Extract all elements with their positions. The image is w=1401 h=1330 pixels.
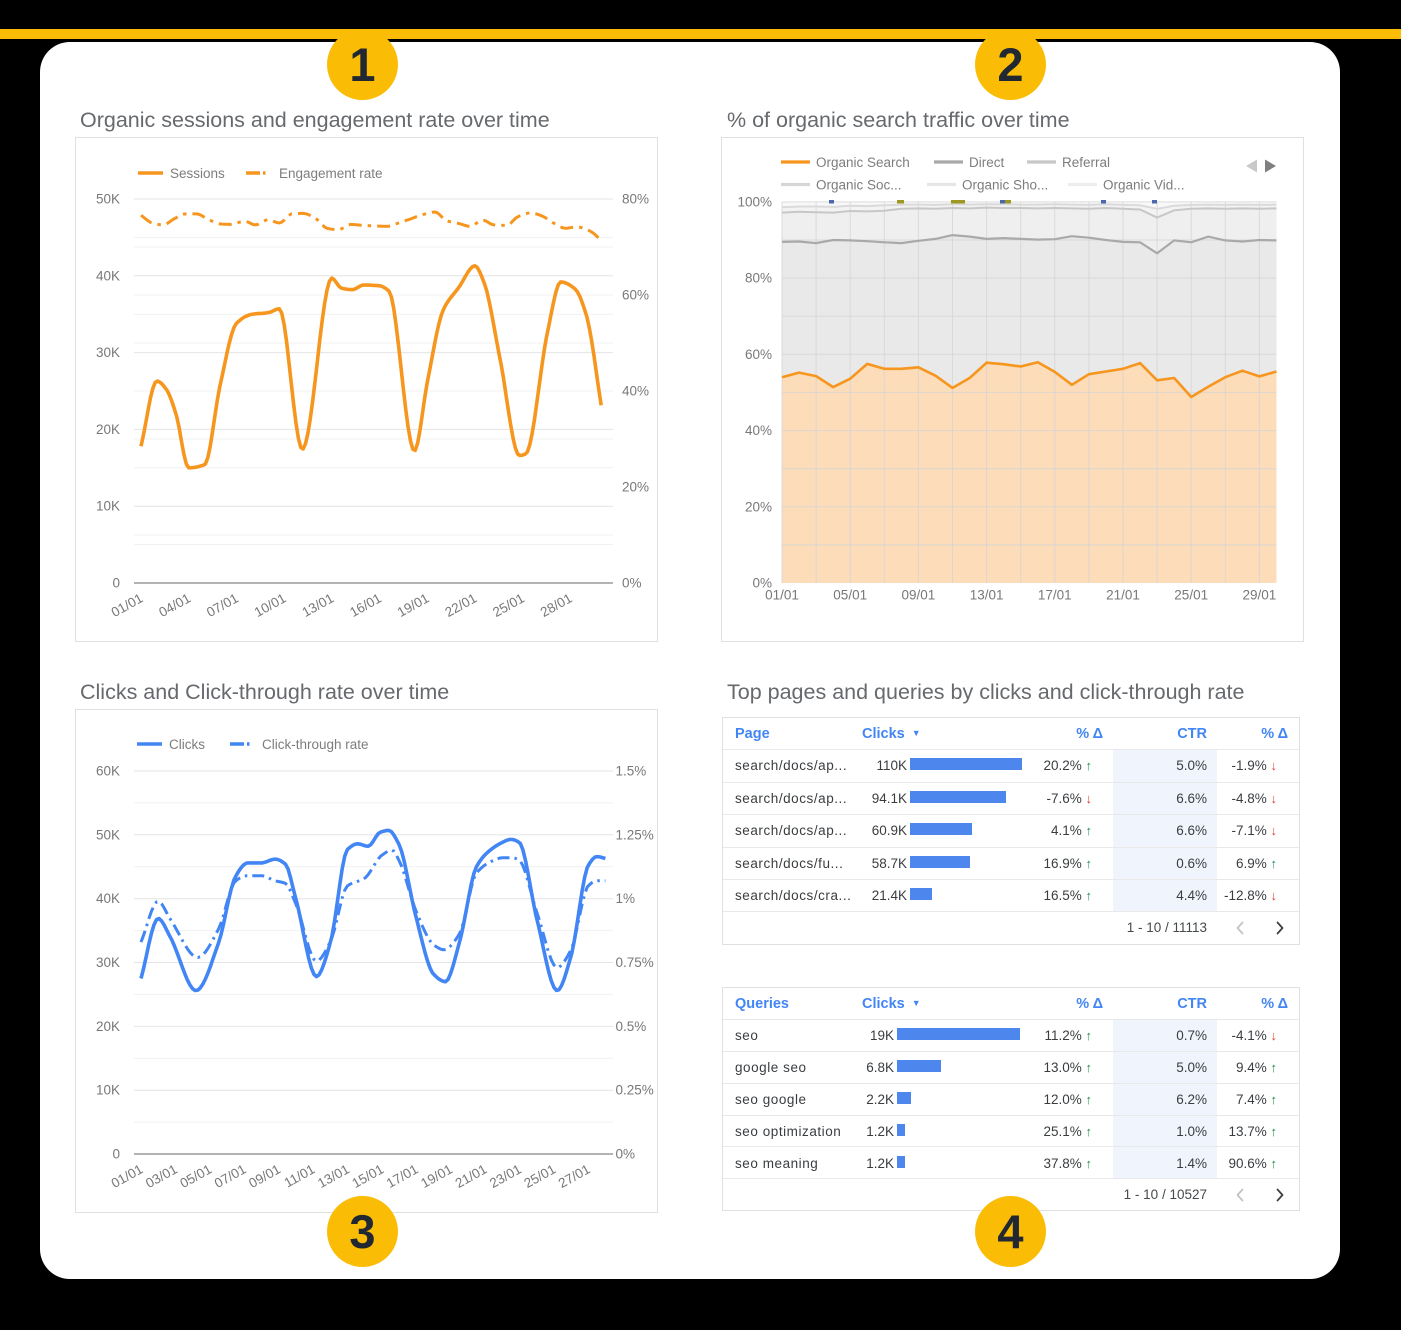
svg-text:25/01: 25/01: [490, 591, 527, 621]
svg-text:21/01: 21/01: [1106, 588, 1140, 603]
svg-text:17/01: 17/01: [384, 1162, 421, 1192]
svg-text:30K: 30K: [96, 955, 120, 970]
svg-text:27/01: 27/01: [556, 1162, 593, 1192]
svg-text:16/01: 16/01: [347, 591, 384, 621]
svg-text:1%: 1%: [616, 891, 636, 906]
svg-text:Referral: Referral: [1062, 155, 1110, 170]
svg-text:20K: 20K: [96, 422, 120, 437]
svg-text:40%: 40%: [745, 423, 772, 438]
svg-text:60%: 60%: [622, 288, 649, 303]
svg-text:Organic Soc...: Organic Soc...: [816, 178, 902, 193]
svg-text:13/01: 13/01: [299, 591, 336, 621]
svg-text:Sessions: Sessions: [170, 166, 225, 181]
svg-text:25/01: 25/01: [521, 1162, 558, 1192]
svg-text:Clicks: Clicks: [169, 737, 205, 752]
svg-text:Organic Sho...: Organic Sho...: [962, 178, 1048, 193]
svg-text:10K: 10K: [96, 1083, 120, 1098]
svg-text:60K: 60K: [96, 764, 120, 779]
svg-text:1.25%: 1.25%: [616, 827, 654, 842]
svg-text:07/01: 07/01: [204, 591, 241, 621]
svg-text:01/01: 01/01: [109, 591, 146, 621]
svg-text:Direct: Direct: [969, 155, 1005, 170]
svg-text:0%: 0%: [752, 576, 772, 591]
svg-text:50K: 50K: [96, 192, 120, 207]
svg-text:1.5%: 1.5%: [616, 764, 647, 779]
svg-text:Organic Vid...: Organic Vid...: [1103, 178, 1185, 193]
svg-text:01/01: 01/01: [765, 588, 799, 603]
svg-text:29/01: 29/01: [1243, 588, 1277, 603]
svg-text:0: 0: [112, 576, 120, 591]
svg-text:01/01: 01/01: [109, 1162, 146, 1192]
svg-text:17/01: 17/01: [1038, 588, 1072, 603]
svg-text:09/01: 09/01: [902, 588, 936, 603]
svg-text:80%: 80%: [622, 192, 649, 207]
svg-text:0%: 0%: [616, 1147, 636, 1162]
svg-text:40K: 40K: [96, 891, 120, 906]
svg-text:Engagement rate: Engagement rate: [279, 166, 383, 181]
svg-text:20%: 20%: [622, 480, 649, 495]
svg-text:20%: 20%: [745, 499, 772, 514]
svg-text:0.5%: 0.5%: [616, 1019, 647, 1034]
svg-text:21/01: 21/01: [453, 1162, 490, 1192]
svg-text:19/01: 19/01: [395, 591, 432, 621]
svg-text:10K: 10K: [96, 499, 120, 514]
svg-text:Click-through rate: Click-through rate: [262, 737, 369, 752]
svg-text:0.25%: 0.25%: [616, 1083, 654, 1098]
svg-text:13/01: 13/01: [315, 1162, 352, 1192]
svg-text:0.75%: 0.75%: [616, 955, 654, 970]
svg-text:05/01: 05/01: [177, 1162, 214, 1192]
svg-text:23/01: 23/01: [487, 1162, 524, 1192]
svg-text:15/01: 15/01: [349, 1162, 386, 1192]
svg-text:0: 0: [112, 1147, 120, 1162]
svg-text:20K: 20K: [96, 1019, 120, 1034]
svg-text:0%: 0%: [622, 576, 642, 591]
svg-text:19/01: 19/01: [418, 1162, 455, 1192]
svg-text:30K: 30K: [96, 345, 120, 360]
svg-text:11/01: 11/01: [282, 1162, 318, 1191]
svg-text:04/01: 04/01: [156, 591, 193, 621]
svg-text:03/01: 03/01: [143, 1162, 180, 1192]
svg-text:07/01: 07/01: [212, 1162, 249, 1192]
svg-text:09/01: 09/01: [246, 1162, 283, 1192]
svg-text:60%: 60%: [745, 347, 772, 362]
svg-text:100%: 100%: [737, 194, 772, 209]
svg-text:13/01: 13/01: [970, 588, 1004, 603]
svg-text:22/01: 22/01: [442, 591, 479, 621]
svg-text:25/01: 25/01: [1174, 588, 1208, 603]
svg-text:10/01: 10/01: [252, 591, 289, 621]
svg-text:Organic Search: Organic Search: [816, 155, 910, 170]
svg-text:50K: 50K: [96, 827, 120, 842]
svg-text:40%: 40%: [622, 384, 649, 399]
svg-text:80%: 80%: [745, 271, 772, 286]
svg-text:28/01: 28/01: [538, 591, 575, 621]
svg-text:40K: 40K: [96, 268, 120, 283]
svg-text:05/01: 05/01: [833, 588, 867, 603]
